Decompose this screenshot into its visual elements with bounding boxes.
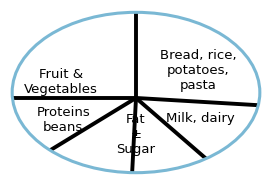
Text: Fat
±
Sugar: Fat ± Sugar: [116, 113, 156, 156]
Text: Proteins
beans: Proteins beans: [36, 106, 90, 134]
Ellipse shape: [12, 12, 260, 173]
Text: Fruit &
Vegetables: Fruit & Vegetables: [24, 68, 98, 96]
Text: Bread, rice,
potatoes,
pasta: Bread, rice, potatoes, pasta: [160, 49, 236, 92]
Text: Milk, dairy: Milk, dairy: [166, 112, 235, 125]
